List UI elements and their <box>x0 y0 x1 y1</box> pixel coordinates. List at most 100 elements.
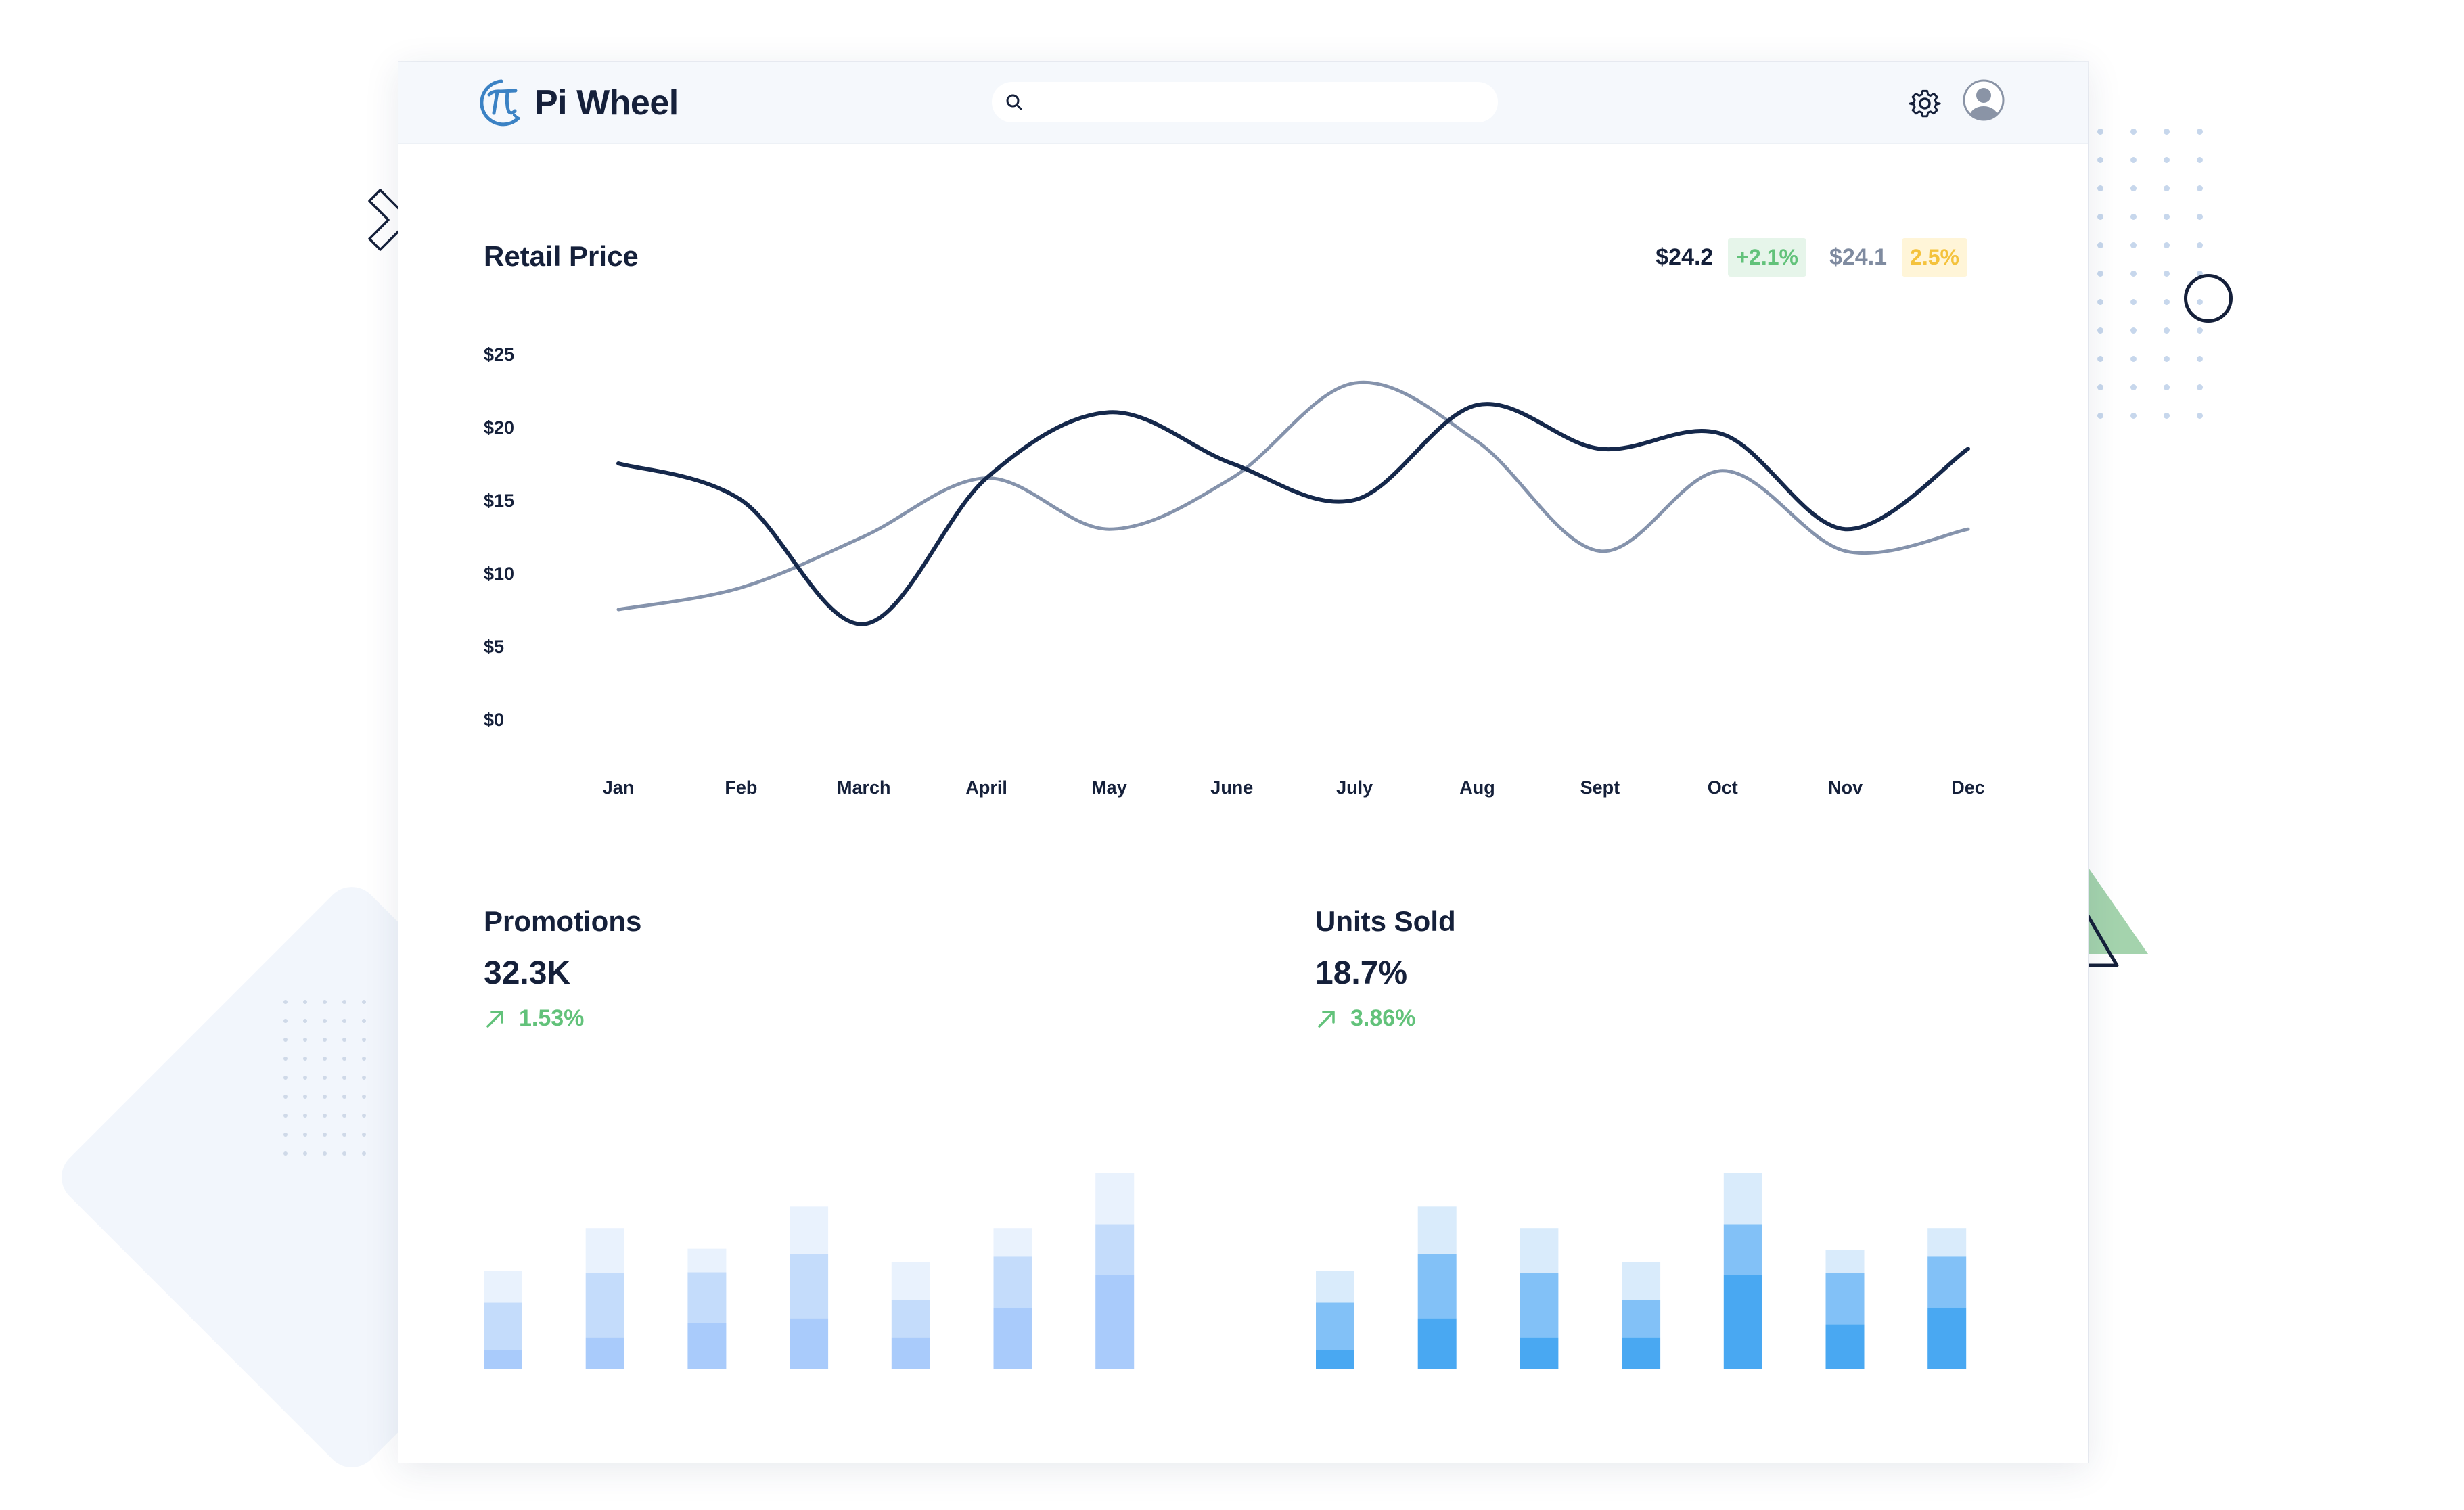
dot <box>362 1019 366 1023</box>
promotions-bar-segment <box>484 1271 522 1303</box>
units-sold-bar-segment <box>1316 1302 1354 1350</box>
x-axis-tick-label: May <box>1091 777 1127 798</box>
units-sold-bar-segment <box>1417 1318 1457 1369</box>
dot <box>2164 299 2170 305</box>
promotions-bar-segment <box>891 1337 930 1369</box>
promotions-title: Promotions <box>484 905 642 937</box>
dot <box>342 1019 346 1023</box>
promotions-bar-segment <box>687 1323 727 1369</box>
dot <box>303 1038 307 1042</box>
promotions-bar-segment <box>790 1206 829 1254</box>
dot <box>2097 129 2103 135</box>
promotions-bar-segment <box>484 1350 522 1369</box>
dot <box>323 1076 327 1080</box>
dot <box>303 1057 307 1061</box>
dot <box>362 1114 366 1118</box>
promotions-bar-segment <box>891 1262 930 1300</box>
dot <box>283 1114 288 1118</box>
gear-icon[interactable] <box>1907 86 1942 121</box>
brand-logo[interactable]: Pi Wheel <box>476 78 679 128</box>
promotions-bar-segment <box>687 1272 727 1323</box>
dot <box>2097 413 2103 419</box>
dot <box>362 1038 366 1042</box>
dot <box>303 1114 307 1118</box>
units-sold-bar-segment <box>1417 1206 1457 1254</box>
brand-name: Pi Wheel <box>534 83 679 122</box>
dot <box>2164 327 2170 334</box>
dot <box>283 1038 288 1042</box>
x-axis-tick-label: April <box>965 777 1007 798</box>
promotions-bar-segment <box>790 1318 829 1369</box>
promotions-bar-segment <box>484 1302 522 1350</box>
previous-price: $24.1 <box>1829 244 1888 270</box>
dot <box>2164 271 2170 277</box>
x-axis-tick-label: Oct <box>1708 777 1738 798</box>
dot <box>342 1000 346 1004</box>
dot <box>2164 413 2170 419</box>
dot <box>323 1132 327 1137</box>
dot <box>2130 271 2137 277</box>
dot <box>2130 185 2137 191</box>
dot <box>283 1000 288 1004</box>
dot <box>2197 185 2203 191</box>
dot <box>303 1151 307 1156</box>
x-axis-tick-label: Jan <box>603 777 635 798</box>
dot <box>362 1057 366 1061</box>
dot <box>323 1151 327 1156</box>
promotions-change: 1.53% <box>484 1005 584 1032</box>
dot <box>2130 157 2137 163</box>
promotions-bar-segment <box>585 1337 624 1369</box>
dot <box>2097 271 2103 277</box>
dot <box>362 1000 366 1004</box>
search-bar[interactable] <box>992 82 1498 122</box>
user-avatar-icon[interactable] <box>1963 79 2005 121</box>
dot <box>2097 384 2103 390</box>
dot <box>2197 356 2203 362</box>
dot <box>2197 129 2203 135</box>
search-input[interactable] <box>1034 85 1498 120</box>
dot <box>2097 214 2103 220</box>
dot <box>2130 214 2137 220</box>
units-sold-bar-segment <box>1825 1324 1865 1369</box>
promotions-bar-segment <box>1095 1224 1135 1275</box>
x-axis-tick-label: June <box>1210 777 1253 798</box>
dot <box>303 1019 307 1023</box>
x-axis-tick-label: Sept <box>1580 777 1620 798</box>
dot <box>323 1095 327 1099</box>
arrow-up-right-icon <box>1318 1010 1335 1028</box>
dot <box>2097 299 2103 305</box>
dot <box>2130 327 2137 334</box>
units-sold-bar-segment <box>1316 1350 1354 1369</box>
promotions-bar-segment <box>585 1273 624 1338</box>
x-axis-tick-label: Nov <box>1828 777 1863 798</box>
units-sold-bar-segment <box>1723 1275 1762 1369</box>
units-sold-bar-segment <box>1825 1250 1865 1273</box>
pi-logo-icon <box>480 79 520 127</box>
dot <box>2130 242 2137 248</box>
dot <box>342 1038 346 1042</box>
dot <box>2197 157 2203 163</box>
dot <box>2197 214 2203 220</box>
dot <box>342 1095 346 1099</box>
dot <box>2164 129 2170 135</box>
dot <box>2164 214 2170 220</box>
x-axis-tick-label: March <box>837 777 891 798</box>
top-bar: Pi Wheel <box>398 62 2088 144</box>
units-sold-title: Units Sold <box>1315 905 1456 937</box>
dot <box>323 1057 327 1061</box>
units-sold-bar-segment <box>1622 1300 1661 1338</box>
y-axis-tick-label: $5 <box>484 637 504 657</box>
promotions-bar-segment <box>790 1253 829 1319</box>
dot <box>283 1151 288 1156</box>
dot <box>362 1151 366 1156</box>
dot <box>2130 129 2137 135</box>
units-sold-bar-segment <box>1417 1253 1457 1319</box>
dot <box>2097 185 2103 191</box>
arrow-up-right-icon <box>486 1010 503 1028</box>
dot <box>2197 413 2203 419</box>
current-price-change-badge: +2.1% <box>1728 238 1806 277</box>
dot <box>362 1132 366 1137</box>
x-axis-tick-label: Aug <box>1459 777 1495 798</box>
dot <box>303 1000 307 1004</box>
dot <box>2197 327 2203 334</box>
